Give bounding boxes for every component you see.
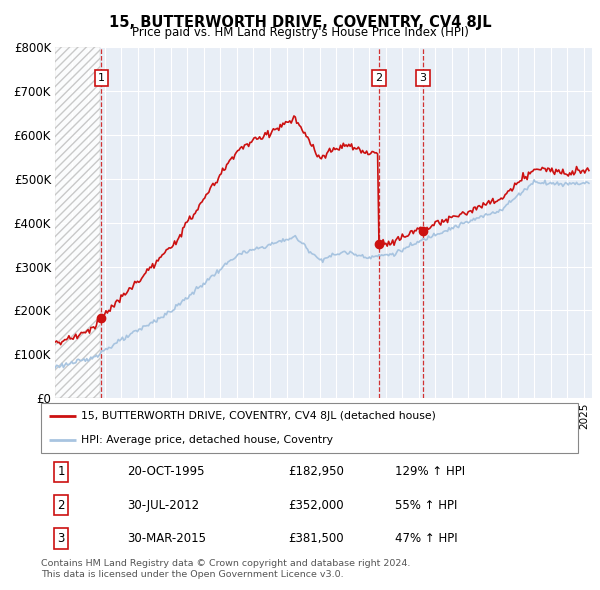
Text: 1: 1 bbox=[98, 73, 105, 83]
Text: Price paid vs. HM Land Registry's House Price Index (HPI): Price paid vs. HM Land Registry's House … bbox=[131, 26, 469, 39]
Text: Contains HM Land Registry data © Crown copyright and database right 2024.: Contains HM Land Registry data © Crown c… bbox=[41, 559, 410, 568]
Text: 30-MAR-2015: 30-MAR-2015 bbox=[127, 532, 206, 545]
FancyBboxPatch shape bbox=[41, 403, 578, 453]
Text: 15, BUTTERWORTH DRIVE, COVENTRY, CV4 8JL: 15, BUTTERWORTH DRIVE, COVENTRY, CV4 8JL bbox=[109, 15, 491, 30]
Text: 30-JUL-2012: 30-JUL-2012 bbox=[127, 499, 199, 512]
Text: 20-OCT-1995: 20-OCT-1995 bbox=[127, 465, 204, 478]
Text: 15, BUTTERWORTH DRIVE, COVENTRY, CV4 8JL (detached house): 15, BUTTERWORTH DRIVE, COVENTRY, CV4 8JL… bbox=[81, 411, 436, 421]
Text: 1: 1 bbox=[58, 465, 65, 478]
Text: 129% ↑ HPI: 129% ↑ HPI bbox=[395, 465, 466, 478]
Text: £182,950: £182,950 bbox=[288, 465, 344, 478]
Text: 2: 2 bbox=[58, 499, 65, 512]
Text: 3: 3 bbox=[58, 532, 65, 545]
Text: HPI: Average price, detached house, Coventry: HPI: Average price, detached house, Cove… bbox=[81, 435, 333, 445]
Text: 47% ↑ HPI: 47% ↑ HPI bbox=[395, 532, 458, 545]
Text: £381,500: £381,500 bbox=[288, 532, 343, 545]
Text: 2: 2 bbox=[375, 73, 382, 83]
Text: 55% ↑ HPI: 55% ↑ HPI bbox=[395, 499, 458, 512]
Text: This data is licensed under the Open Government Licence v3.0.: This data is licensed under the Open Gov… bbox=[41, 570, 343, 579]
Text: 3: 3 bbox=[419, 73, 427, 83]
Text: £352,000: £352,000 bbox=[288, 499, 343, 512]
